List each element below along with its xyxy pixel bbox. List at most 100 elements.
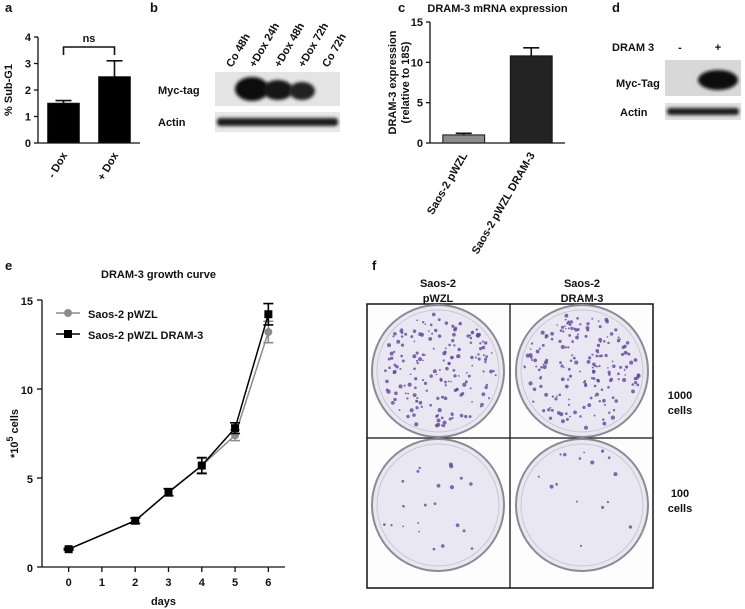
- bar: [509, 55, 553, 144]
- colony-dot: [569, 415, 571, 418]
- colony-dot: [607, 385, 610, 389]
- error-bar: [55, 99, 72, 104]
- colony-dot: [611, 396, 615, 400]
- blot-band: [217, 118, 338, 126]
- colony-dot: [438, 369, 441, 371]
- colony-dot: [633, 381, 638, 385]
- colony-dot: [559, 329, 563, 332]
- colony-dot: [596, 378, 599, 382]
- colony-dot: [412, 413, 416, 417]
- colony-dot: [464, 380, 468, 384]
- colony-dot: [494, 374, 497, 377]
- panel-label: b: [150, 0, 158, 15]
- bar: [98, 76, 131, 144]
- row-label: 1000: [668, 390, 692, 402]
- colony-dot: [388, 366, 391, 370]
- y-tick-label: 15: [21, 296, 33, 308]
- colony-dot: [399, 367, 402, 370]
- chart-title: DRAM-3 growth curve: [101, 269, 216, 281]
- y-tick-label: 0: [417, 138, 423, 150]
- column-header: Saos-2: [420, 278, 456, 290]
- colony-dot: [444, 380, 447, 384]
- colony-dot: [600, 354, 603, 358]
- blot-band: [263, 80, 293, 100]
- colony-dot: [431, 312, 436, 317]
- x-tick-label: - Dox: [46, 150, 71, 181]
- colony-dot: [566, 378, 570, 381]
- colony-dot: [384, 369, 387, 373]
- colony-dot: [414, 422, 419, 427]
- colony-dot: [598, 325, 602, 329]
- colony-dot: [440, 395, 445, 399]
- blot-lane-label: +: [715, 42, 721, 54]
- marker: [197, 461, 206, 470]
- colony-dot: [481, 392, 486, 397]
- colony-dot: [390, 523, 393, 527]
- colony-dot: [418, 530, 420, 533]
- colony-dot: [593, 414, 596, 417]
- error-bar: [455, 132, 472, 135]
- colony-dot: [492, 369, 495, 373]
- colony-dot: [579, 370, 582, 373]
- colony-dot: [439, 377, 443, 381]
- colony-dot: [393, 363, 397, 367]
- colony-dot: [567, 403, 571, 406]
- colony-dot: [599, 340, 602, 343]
- colony-dot: [528, 381, 533, 386]
- colony-dot: [475, 328, 478, 331]
- colony-dot: [464, 414, 468, 419]
- colony-dot: [412, 329, 417, 334]
- colony-dot: [572, 356, 576, 360]
- colony-dot: [403, 384, 406, 387]
- colony-dot: [418, 332, 423, 337]
- plate-rim: [376, 443, 500, 567]
- colony-dot: [532, 400, 535, 403]
- colony-dot: [564, 327, 567, 330]
- colony-dot: [451, 324, 455, 328]
- colony-dot: [545, 334, 548, 337]
- colony-dot: [390, 356, 394, 360]
- marker: [131, 516, 140, 525]
- colony-dot: [429, 403, 433, 407]
- colony-dot: [558, 339, 562, 343]
- colony-dot: [636, 383, 640, 387]
- colony-dot: [400, 354, 403, 358]
- colony-dot: [410, 335, 414, 338]
- blot-b: Myc-tag Actin Co 48h +Dox 24h +Dox 48h +…: [158, 21, 349, 132]
- y-tick-label: 2: [25, 85, 31, 97]
- legend-marker: [64, 330, 72, 338]
- colony-dot: [556, 395, 558, 398]
- colony-dot: [595, 354, 599, 358]
- colony-dot: [470, 355, 474, 360]
- colony-dot: [606, 336, 609, 338]
- y-tick-label: 0: [27, 563, 33, 575]
- column-header: DRAM-3: [561, 293, 604, 305]
- colony-dot: [607, 456, 611, 460]
- colony-dot: [409, 373, 412, 376]
- y-axis-label-superscript: 5: [5, 436, 15, 441]
- colony-dot: [436, 418, 441, 423]
- colony-dot: [535, 349, 540, 354]
- colony-dot: [440, 424, 444, 427]
- colony-dot: [394, 391, 398, 396]
- colony-dot: [406, 414, 410, 419]
- colony-dot: [423, 381, 428, 385]
- colony-dot: [424, 354, 426, 357]
- colony-dot: [432, 547, 436, 551]
- colony-dot: [490, 352, 493, 354]
- colony-dot: [542, 363, 545, 366]
- marker: [231, 424, 240, 433]
- plate: [515, 438, 649, 572]
- colony-dot: [392, 335, 395, 338]
- y-axis-label-part: *10: [9, 441, 21, 458]
- colony-dot: [447, 361, 451, 366]
- colony-dot: [547, 408, 551, 412]
- colony-dot: [558, 393, 562, 397]
- row-label: cells: [668, 405, 692, 417]
- colony-dot: [421, 378, 425, 382]
- colony-dot: [431, 332, 434, 335]
- colony-dot: [482, 354, 485, 357]
- colony-dot: [442, 351, 447, 356]
- panel-label: a: [5, 0, 13, 15]
- colony-dot: [629, 360, 634, 365]
